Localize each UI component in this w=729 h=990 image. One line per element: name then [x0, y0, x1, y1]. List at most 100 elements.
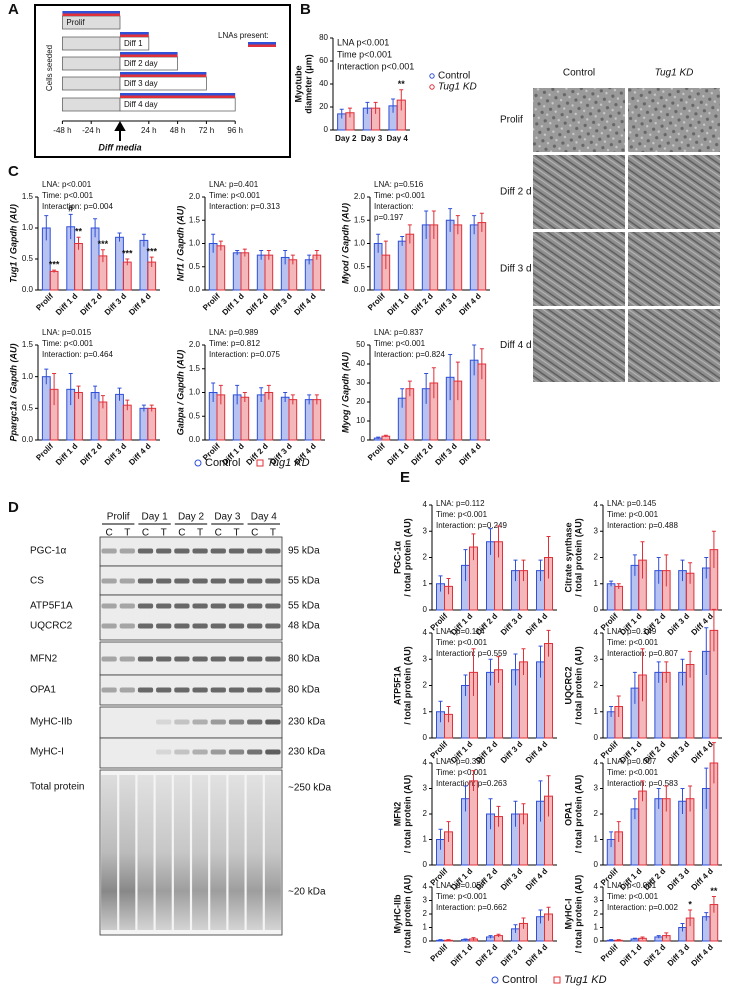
y-tick-label: 3	[423, 896, 428, 905]
x-tick-label: Diff 3 d	[499, 611, 525, 637]
error-bar	[471, 533, 476, 561]
x-tick-label: Diff 2 d	[474, 942, 500, 968]
y-tick-label: 1.5	[22, 192, 34, 201]
error-bar	[438, 700, 443, 723]
x-tick-label: Diff 3 d	[103, 441, 129, 467]
stat-annotation: LNA: p=0.145	[607, 499, 657, 508]
y-tick-label: 1	[594, 835, 599, 844]
band	[192, 719, 208, 725]
bar	[638, 790, 647, 866]
error-bar	[218, 384, 223, 405]
lane-label: C	[142, 528, 149, 539]
error-bar	[471, 770, 476, 792]
error-bar	[383, 434, 388, 438]
x-tick-label: Day 3	[361, 134, 383, 143]
blot-box	[99, 594, 283, 641]
error-bar	[266, 249, 271, 260]
y-axis-label: Citrate synthase	[563, 522, 573, 592]
error-bar	[446, 578, 451, 595]
error-bar	[125, 258, 130, 266]
band	[192, 548, 208, 554]
panel-letter: D	[8, 499, 19, 516]
x-tick-label: Prolif	[34, 441, 55, 462]
band	[247, 719, 263, 725]
legend-marker	[491, 976, 499, 984]
y-tick-label: 0	[423, 605, 428, 614]
lane-label: C	[105, 528, 112, 539]
blot-row-label: MFN2	[30, 654, 58, 665]
error-bar	[125, 399, 130, 411]
blot-group-label: Day 2	[178, 512, 205, 523]
error-bar	[711, 530, 716, 568]
error-bar	[546, 629, 551, 657]
bar	[41, 376, 51, 441]
band	[265, 623, 281, 629]
image-column-label: Control	[563, 68, 595, 79]
error-bar	[438, 939, 443, 941]
band	[228, 623, 245, 629]
y-axis-label: MyHC-I	[563, 899, 573, 930]
y-tick-label: 0.5	[189, 262, 201, 271]
band	[156, 687, 172, 693]
blot-row-label: ATP5F1A	[30, 601, 73, 612]
band	[174, 548, 190, 554]
y-tick-label: 2	[594, 909, 599, 918]
stat-annotation: Time: p<0.001	[607, 768, 659, 777]
error-bar	[704, 912, 709, 921]
error-bar	[93, 385, 98, 399]
error-bar	[538, 909, 543, 924]
error-bar	[283, 392, 288, 402]
blot-group-label: Day 3	[214, 512, 241, 523]
y-axis-label: diameter (μm)	[303, 54, 313, 114]
band	[137, 603, 154, 609]
x-tick-label: Diff 3 d	[499, 866, 525, 892]
error-bar	[479, 212, 484, 232]
band	[138, 720, 153, 725]
error-bar	[609, 706, 614, 717]
band	[156, 578, 172, 584]
error-bar	[680, 658, 685, 686]
x-tick-label: Day 2	[335, 134, 357, 143]
error-bar	[513, 800, 518, 827]
error-bar	[44, 368, 49, 385]
band	[265, 656, 281, 662]
band	[156, 548, 172, 554]
image-row-label: Diff 2 d	[500, 187, 532, 198]
band	[156, 719, 172, 725]
y-tick-label: 2	[594, 681, 599, 690]
legend-marker	[429, 84, 435, 90]
y-axis-label: UQCRC2	[563, 666, 573, 704]
band	[228, 749, 245, 755]
y-tick-label: 0.0	[354, 285, 366, 294]
stat-annotation: LNA: p=0.989	[209, 328, 259, 337]
y-tick-label: 0	[594, 860, 599, 869]
y-tick-label: 1.0	[189, 239, 201, 248]
band	[210, 749, 226, 755]
lane-label: T	[197, 528, 203, 539]
y-tick-label: 3	[594, 784, 599, 793]
y-tick-label: 60	[319, 56, 328, 65]
blot-size-label: 95 kDa	[288, 546, 320, 557]
y-tick-label: 1.5	[22, 340, 34, 349]
band	[247, 656, 263, 662]
error-bar	[496, 525, 501, 558]
y-axis-label: / total protein (AU)	[573, 875, 583, 954]
y-tick-label: 0	[324, 125, 329, 134]
y-tick-label: 4	[423, 628, 428, 637]
stat-annotation: Interaction: p=0.263	[436, 779, 507, 788]
x-tick-label: Diff 3 d	[499, 739, 525, 765]
stat-annotation: Time: p<0.001	[436, 768, 488, 777]
time-tick-label: 24 h	[141, 126, 157, 135]
error-bar	[704, 627, 709, 675]
error-bar	[496, 933, 501, 937]
bar	[606, 583, 616, 611]
error-bar	[711, 742, 716, 784]
legend-marker	[194, 459, 202, 467]
significance-label: **	[710, 886, 718, 896]
error-bar	[680, 922, 685, 932]
blot-group-label: Day 1	[142, 512, 169, 523]
seed-bar	[62, 56, 121, 71]
stat-annotation: LNA: p=0.007	[607, 757, 657, 766]
lna-stripe	[248, 44, 276, 47]
x-tick-label: Diff 4 d	[457, 291, 483, 317]
